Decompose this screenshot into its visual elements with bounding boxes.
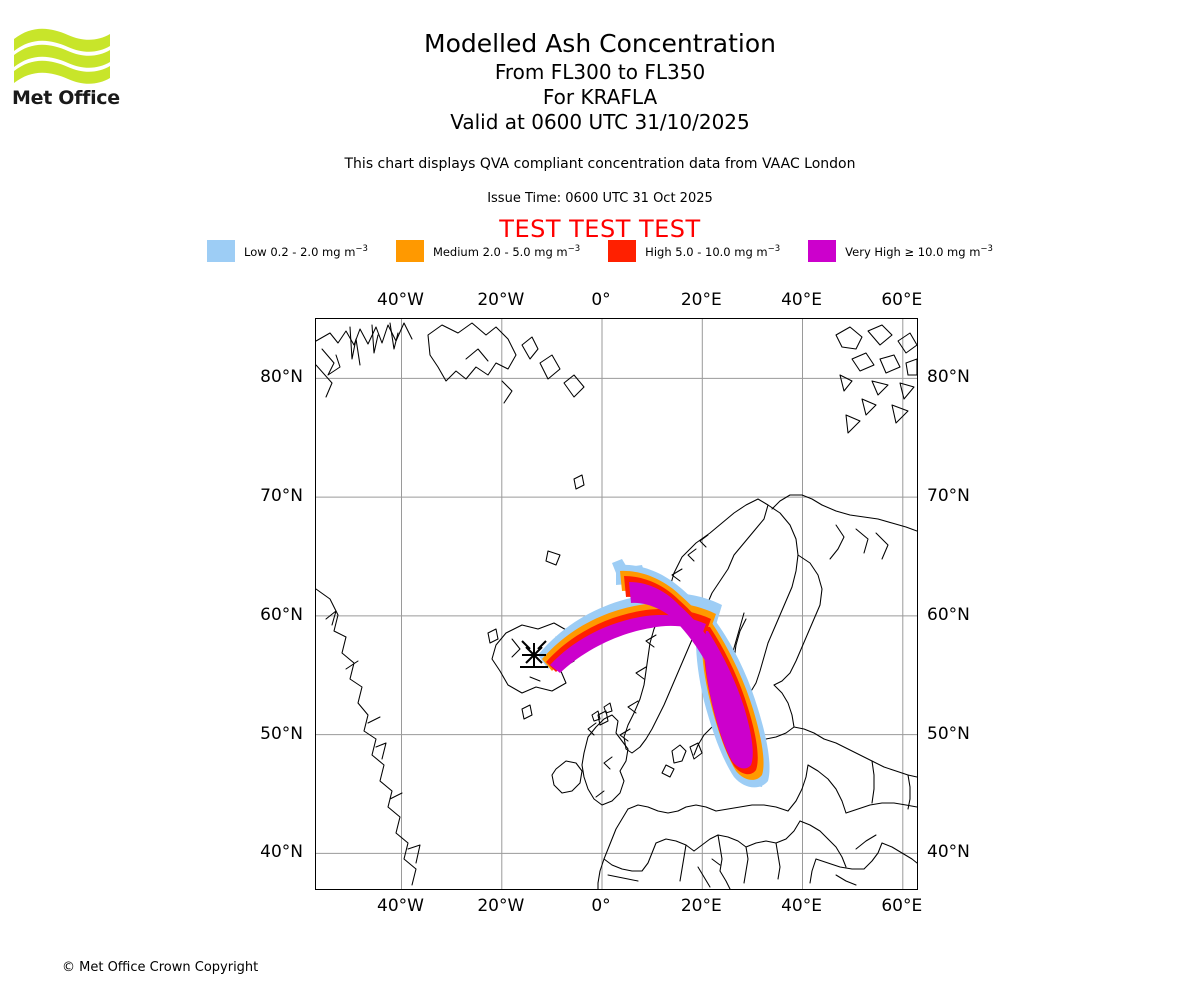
xtick-bottom-20W: 20°W [477, 896, 525, 916]
ash-concentration-map [316, 319, 917, 889]
ytick-right-40N: 40°N [927, 842, 970, 863]
page-title: Modelled Ash Concentration [424, 29, 776, 58]
ytick-right-80N: 80°N [927, 367, 970, 388]
xtick-top-40W: 40°W [377, 290, 424, 310]
ytick-right-60N: 60°N [927, 604, 970, 625]
legend-swatch-high [608, 240, 637, 262]
ytick-left-50N: 50°N [260, 723, 303, 744]
ytick-right-70N: 70°N [927, 486, 970, 507]
xtick-top-60E: 60°E [881, 290, 923, 310]
map-frame[interactable] [315, 318, 918, 890]
flight-level-line: From FL300 to FL350 [494, 60, 706, 84]
concentration-legend: Low 0.2 - 2.0 mg m−3 Medium 2.0 - 5.0 mg… [0, 240, 1200, 262]
copyright-notice: © Met Office Crown Copyright [62, 960, 259, 975]
legend-label-very-high: Very High ≥ 10.0 mg m−3 [845, 243, 993, 259]
ytick-right-50N: 50°N [927, 723, 970, 744]
xtick-top-0: 0° [591, 290, 611, 310]
legend-item-low: Low 0.2 - 2.0 mg m−3 [207, 240, 368, 262]
plume-very-high [550, 582, 753, 769]
xtick-bottom-40W: 40°W [377, 896, 424, 916]
ytick-left-80N: 80°N [260, 367, 303, 388]
xtick-bottom-20E: 20°E [680, 896, 722, 916]
valid-time-line: Valid at 0600 UTC 31/10/2025 [450, 110, 750, 134]
legend-item-very-high: Very High ≥ 10.0 mg m−3 [808, 240, 993, 262]
legend-label-medium: Medium 2.0 - 5.0 mg m−3 [432, 243, 581, 259]
met-office-logo: Met Office [12, 25, 122, 115]
legend-swatch-medium [395, 240, 424, 262]
legend-label-low: Low 0.2 - 2.0 mg m−3 [244, 243, 368, 259]
coastlines [316, 322, 917, 889]
volcano-name-line: For KRAFLA [542, 85, 658, 109]
ytick-left-70N: 70°N [260, 486, 303, 507]
graticule [316, 319, 917, 889]
legend-swatch-low [207, 240, 236, 262]
qva-note: This chart displays QVA compliant concen… [344, 156, 856, 172]
met-office-waves-icon [14, 28, 110, 84]
legend-item-medium: Medium 2.0 - 5.0 mg m−3 [395, 240, 581, 262]
ytick-left-40N: 40°N [260, 842, 303, 863]
test-banner: TEST TEST TEST [499, 215, 701, 243]
title-block: Modelled Ash Concentration From FL300 to… [0, 28, 1200, 135]
xtick-bottom-0: 0° [591, 896, 611, 916]
xtick-bottom-60E: 60°E [881, 896, 923, 916]
ash-plume [520, 559, 770, 788]
map-area: 40°W 20°W 0° 20°E 40°E 60°E 40°W 20°W 0°… [260, 290, 970, 916]
logo-wordmark: Met Office [12, 87, 120, 109]
legend-item-high: High 5.0 - 10.0 mg m−3 [608, 240, 780, 262]
issue-time: Issue Time: 0600 UTC 31 Oct 2025 [487, 191, 713, 206]
source-marker-krafla [520, 640, 548, 668]
ytick-left-60N: 60°N [260, 604, 303, 625]
xtick-top-40E: 40°E [781, 290, 822, 310]
xtick-bottom-40E: 40°E [781, 896, 822, 916]
legend-swatch-very-high [808, 240, 837, 262]
xtick-top-20W: 20°W [477, 290, 525, 310]
xtick-top-20E: 20°E [680, 290, 722, 310]
legend-label-high: High 5.0 - 10.0 mg m−3 [645, 243, 781, 259]
